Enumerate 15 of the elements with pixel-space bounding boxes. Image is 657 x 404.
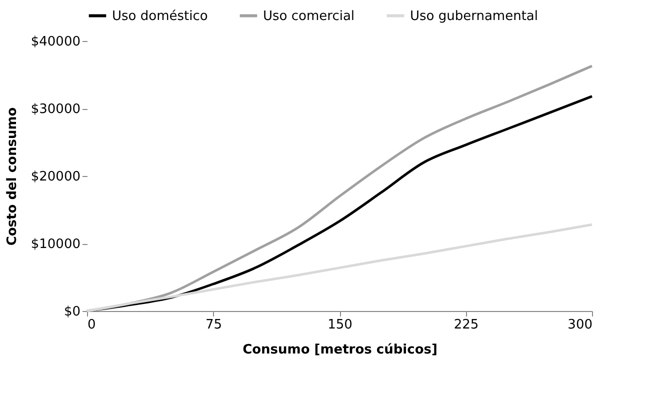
y-tick-label: $10000 bbox=[30, 237, 80, 252]
y-tick-label: $0 bbox=[64, 304, 80, 320]
y-axis-title: Costo del consumo bbox=[4, 107, 20, 246]
y-tick-label: $30000 bbox=[30, 102, 80, 117]
x-tick-label: 300 bbox=[568, 318, 592, 332]
y-tick-label: $40000 bbox=[30, 34, 80, 50]
x-tick-label: 0 bbox=[88, 318, 96, 332]
legend-label: Uso comercial bbox=[263, 8, 355, 24]
x-tick-label: 225 bbox=[454, 318, 479, 332]
legend-label: Uso doméstico bbox=[112, 8, 208, 24]
x-axis-title: Consumo [metros cúbicos] bbox=[242, 342, 438, 358]
x-tick-label: 75 bbox=[205, 318, 222, 332]
legend-label: Uso gubernamental bbox=[410, 8, 538, 24]
y-tick-label: $20000 bbox=[30, 170, 80, 184]
x-tick-label: 150 bbox=[328, 318, 352, 332]
